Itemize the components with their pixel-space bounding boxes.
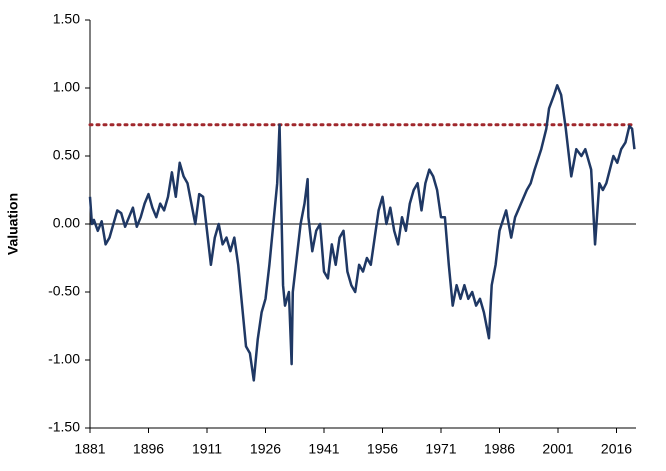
y-tick-label: 1.00 (53, 79, 80, 95)
x-tick-label: 1926 (250, 441, 281, 457)
x-tick-label: 2016 (601, 441, 632, 457)
x-tick-label: 2001 (542, 441, 573, 457)
x-tick-label: 1941 (308, 441, 339, 457)
y-tick-label: -0.50 (48, 283, 80, 299)
y-tick-label: -1.00 (48, 351, 80, 367)
x-tick-label: 1896 (133, 441, 164, 457)
y-tick-label: 0.50 (53, 147, 80, 163)
x-tick-label: 1881 (74, 441, 105, 457)
data-line (88, 84, 636, 382)
x-tick-label: 1956 (367, 441, 398, 457)
y-tick-label: -1.50 (48, 419, 80, 435)
y-tick-label: 0.00 (53, 215, 80, 231)
y-axis-label: Valuation (5, 193, 21, 255)
x-tick-label: 1911 (192, 441, 222, 457)
x-tick-label: 1971 (425, 441, 456, 457)
x-tick-label: 1986 (484, 441, 515, 457)
y-tick-label: 1.50 (53, 11, 80, 27)
